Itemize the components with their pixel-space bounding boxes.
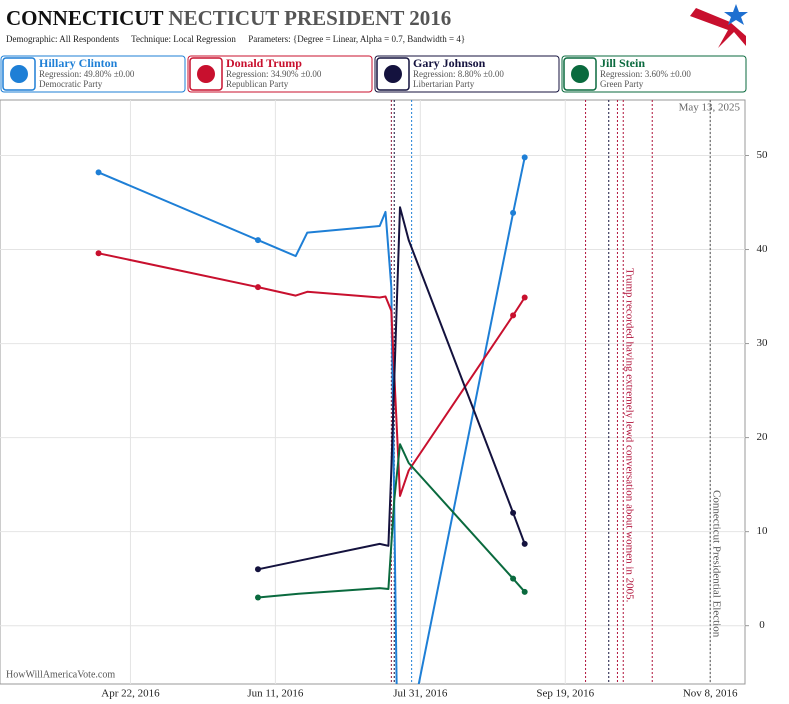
legend-party: Democratic Party xyxy=(39,79,103,89)
lines xyxy=(95,154,528,684)
subtitle-value: Local Regression xyxy=(173,34,236,44)
y-tick-label: 40 xyxy=(757,243,769,255)
title-rest: NECTICUT PRESIDENT 2016 xyxy=(168,6,451,30)
events: Trump recorded having extremely lewd con… xyxy=(390,100,723,684)
logo-stripe xyxy=(690,8,746,48)
title-state: CONNECTICUT xyxy=(6,6,164,30)
chart-title: CONNECTICUT NECTICUT PRESIDENT 2016 xyxy=(6,6,451,30)
watermark: HowWillAmericaVote.com xyxy=(6,669,115,680)
y-tick-label: 20 xyxy=(757,431,769,443)
poll-point xyxy=(95,169,102,176)
legend-name: Jill Stein xyxy=(600,56,645,70)
poll-point xyxy=(521,154,528,161)
legend-party: Green Party xyxy=(600,79,644,89)
legend-name: Gary Johnson xyxy=(413,56,486,70)
legend-icon-glyph xyxy=(197,65,215,83)
y-tick-label: 30 xyxy=(757,337,769,349)
event-label: Connecticut Presidential Election xyxy=(711,490,723,638)
x-tick-label: Jul 31, 2016 xyxy=(393,688,448,700)
logo-star xyxy=(724,4,748,25)
legend-name: Donald Trump xyxy=(226,56,302,70)
legend-icon-glyph xyxy=(384,65,402,83)
legend-name: Hillary Clinton xyxy=(39,56,118,70)
series-line xyxy=(98,157,526,684)
date-stamp: May 13, 2025 xyxy=(679,102,741,114)
poll-point xyxy=(510,575,517,582)
axes: 0 10 20 30 40 50 Apr 22, 2016 Jun 11, 2016 Jul 3… xyxy=(101,149,768,700)
series-line xyxy=(257,443,526,599)
legend-detail: Regression: 49.80% ±0.00 xyxy=(39,69,135,79)
poll-point xyxy=(510,209,517,216)
poll-point xyxy=(254,237,261,244)
y-tick-label: 10 xyxy=(757,525,769,537)
legend-detail: Regression: 34.90% ±0.00 xyxy=(226,69,322,79)
poll-point xyxy=(510,509,517,516)
y-tick-label: 50 xyxy=(757,149,769,161)
poll-point xyxy=(521,540,528,547)
plot-frame xyxy=(0,99,746,685)
x-tick-label: Sep 19, 2016 xyxy=(536,688,594,700)
poll-point xyxy=(510,312,517,319)
legend-box xyxy=(561,55,747,93)
poll-point xyxy=(254,566,261,573)
subtitle-key: Technique: xyxy=(131,34,171,44)
legend-detail: Regression: 8.80% ±0.00 xyxy=(413,69,504,79)
legend-box xyxy=(187,55,373,93)
subtitle-value: All Respondents xyxy=(59,34,119,44)
x-tick-label: Nov 8, 2016 xyxy=(683,688,738,700)
grid xyxy=(0,100,745,684)
event-label: Trump recorded having extremely lewd con… xyxy=(624,268,636,603)
legend-party: Libertarian Party xyxy=(413,79,475,89)
series-line xyxy=(98,252,526,497)
poll-point xyxy=(254,284,261,291)
poll-point xyxy=(521,588,528,595)
legend-box xyxy=(374,55,560,93)
poll-point xyxy=(521,294,528,301)
x-tick-label: Apr 22, 2016 xyxy=(101,688,160,700)
poll-point xyxy=(95,250,102,257)
legend-icon-glyph xyxy=(10,65,28,83)
subtitle: Demographic: All Respondents Technique: … xyxy=(6,34,465,44)
x-tick-label: Jun 11, 2016 xyxy=(247,688,304,700)
poll-point xyxy=(254,594,261,601)
subtitle-value: {Degree = Linear, Alpha = 0.7, Bandwidth… xyxy=(293,34,465,44)
subtitle-key: Demographic: xyxy=(6,34,57,44)
legend-detail: Regression: 3.60% ±0.00 xyxy=(600,69,691,79)
legend-box xyxy=(0,55,186,93)
legend-party: Republican Party xyxy=(226,79,289,89)
y-tick-label: 0 xyxy=(759,619,765,631)
series-line xyxy=(257,206,526,571)
legend-icon-glyph xyxy=(571,65,589,83)
subtitle-key: Parameters: xyxy=(248,34,290,44)
logo xyxy=(688,2,750,50)
